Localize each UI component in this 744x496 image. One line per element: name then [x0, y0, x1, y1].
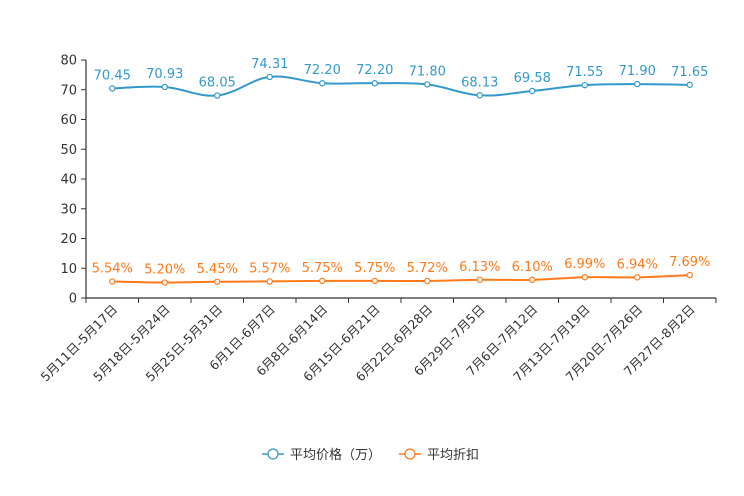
- data-label: 6.13%: [459, 260, 500, 275]
- data-point[interactable]: [266, 278, 273, 285]
- data-point[interactable]: [161, 83, 168, 91]
- data-point[interactable]: [529, 276, 536, 284]
- data-point[interactable]: [634, 274, 641, 281]
- data-label: 71.55: [566, 65, 603, 80]
- series-layer: 70.45 70.93 68.05 74.31 72.20 72.20 71.80 68.13…: [92, 57, 710, 286]
- y-tick-label: 30: [60, 202, 77, 217]
- y-axis: 0 10 20 30 40 50 60 70 80: [60, 54, 87, 307]
- data-point[interactable]: [529, 87, 536, 95]
- data-point[interactable]: [424, 277, 431, 285]
- y-tick-label: 50: [60, 143, 77, 158]
- y-tick-label: 0: [69, 292, 77, 307]
- data-label: 68.13: [461, 75, 498, 90]
- data-point[interactable]: [319, 277, 326, 285]
- data-label: 5.57%: [249, 261, 290, 276]
- data-label: 71.65: [671, 65, 708, 80]
- data-point[interactable]: [424, 81, 431, 88]
- y-tick-label: 70: [60, 83, 77, 98]
- y-tick-label: 80: [60, 54, 77, 69]
- data-point[interactable]: [686, 271, 693, 279]
- data-point[interactable]: [109, 85, 116, 92]
- data-label: 68.05: [199, 76, 236, 91]
- data-label: 5.54%: [92, 262, 133, 277]
- series-1: 5.54% 5.20% 5.45% 5.57% 5.75% 5.75% 5.72% 6.13%…: [92, 255, 710, 286]
- data-point[interactable]: [371, 277, 378, 285]
- data-label: 6.99%: [564, 257, 605, 272]
- data-label: 5.45%: [197, 262, 238, 277]
- data-point[interactable]: [476, 92, 483, 99]
- data-label: 5.75%: [302, 261, 343, 276]
- data-point[interactable]: [581, 81, 588, 89]
- data-point[interactable]: [161, 279, 168, 286]
- data-label: 71.80: [409, 64, 446, 79]
- data-point[interactable]: [634, 80, 641, 88]
- y-tick-label: 10: [60, 262, 77, 277]
- data-point[interactable]: [476, 276, 483, 283]
- legend[interactable]: 平均价格（万） 平均折扣: [262, 447, 479, 463]
- data-label: 5.75%: [354, 261, 395, 276]
- series-line: [112, 75, 690, 97]
- data-point[interactable]: [686, 81, 693, 89]
- legend-item-0[interactable]: 平均价格（万）: [262, 447, 381, 463]
- legend-label: 平均价格（万）: [290, 447, 381, 463]
- x-axis: 5月11日-5月17日5月18日-5月24日5月25日-5月31日6月1日-6月…: [37, 297, 717, 384]
- data-label: 74.31: [251, 57, 288, 72]
- legend-marker-icon: [267, 448, 279, 460]
- data-label: 7.69%: [669, 255, 710, 270]
- legend-item-1[interactable]: 平均折扣: [399, 448, 479, 463]
- data-label: 6.94%: [617, 257, 658, 272]
- data-label: 71.90: [619, 64, 656, 79]
- data-label: 70.45: [94, 68, 131, 83]
- legend-marker-icon: [404, 448, 416, 460]
- data-label: 6.10%: [512, 260, 553, 275]
- data-point[interactable]: [581, 274, 588, 281]
- data-label: 5.72%: [407, 261, 448, 276]
- data-label: 69.58: [514, 71, 551, 86]
- data-label: 72.20: [356, 63, 393, 78]
- data-label: 70.93: [146, 67, 183, 82]
- data-point[interactable]: [371, 80, 378, 87]
- legend-label: 平均折扣: [427, 448, 479, 463]
- y-tick-label: 20: [60, 232, 77, 247]
- data-point[interactable]: [319, 80, 326, 87]
- y-tick-label: 40: [60, 173, 77, 188]
- data-point[interactable]: [214, 92, 221, 99]
- series-line: [112, 274, 690, 284]
- data-point[interactable]: [109, 278, 116, 285]
- data-label: 5.20%: [144, 263, 185, 278]
- y-tick-label: 60: [60, 113, 77, 128]
- data-point[interactable]: [266, 73, 273, 81]
- data-label: 72.20: [304, 63, 341, 78]
- series-0: 70.45 70.93 68.05 74.31 72.20 72.20 71.80 68.13…: [94, 57, 708, 99]
- data-point[interactable]: [214, 278, 221, 285]
